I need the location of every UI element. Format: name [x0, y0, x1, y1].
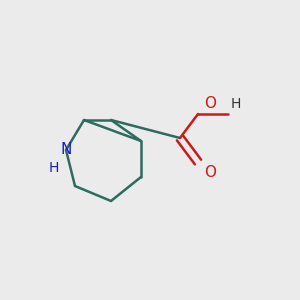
- Text: N: N: [60, 142, 72, 158]
- Text: H: H: [49, 161, 59, 175]
- Text: O: O: [204, 96, 216, 111]
- Text: H: H: [231, 97, 242, 110]
- Text: O: O: [204, 165, 216, 180]
